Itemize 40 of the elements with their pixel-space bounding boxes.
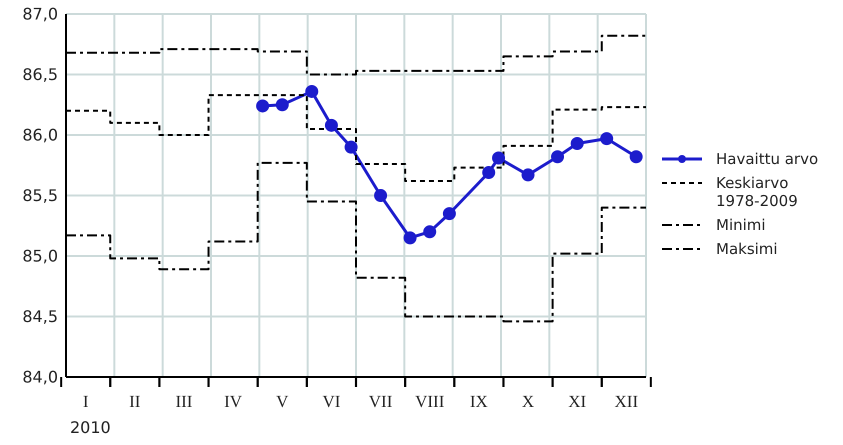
x-tick-label: III [175, 392, 193, 411]
x-tick-label: XI [568, 392, 586, 411]
y-tick-label: 87,0 [22, 4, 58, 24]
point [630, 150, 643, 164]
x-tick-label: IV [224, 392, 243, 411]
point [256, 99, 270, 112]
point [600, 132, 614, 146]
point [570, 136, 584, 150]
point [423, 225, 436, 238]
point [374, 189, 388, 202]
x-tick-label: VIII [415, 392, 445, 411]
legend-label: Keskiarvo 1978-2009 [716, 174, 799, 210]
x-tick-label: II [129, 392, 141, 411]
point [482, 166, 496, 180]
legend-label: Minimi [716, 216, 767, 234]
y-tick-label: 84,0 [22, 368, 58, 387]
x-tick-label: XII [614, 392, 638, 411]
point [551, 150, 564, 164]
y-tick-label: 86,5 [22, 65, 58, 84]
point [324, 118, 338, 132]
x-tick-label: I [82, 392, 89, 411]
x-tick-label: VII [368, 392, 393, 411]
x-tick-label: VI [322, 392, 341, 411]
x-tick-label: X [522, 392, 534, 411]
point [442, 207, 456, 220]
y-tick-label: 85,0 [22, 246, 58, 266]
point [305, 84, 318, 98]
legend-label: Havaittu arvo [716, 150, 820, 168]
x-tick-label: IX [470, 392, 488, 411]
y-tick-label: 84,5 [22, 307, 58, 326]
point [404, 231, 417, 244]
point [276, 98, 289, 112]
x-tick-label: V [276, 392, 290, 411]
point [522, 168, 535, 182]
legend-label: Maksimi [716, 240, 779, 258]
x-axis-title: 2010 [70, 418, 111, 437]
y-tick-label: 86,0 [22, 126, 58, 145]
y-tick-label: 85,5 [22, 186, 58, 206]
point [344, 140, 358, 154]
point [492, 151, 506, 164]
